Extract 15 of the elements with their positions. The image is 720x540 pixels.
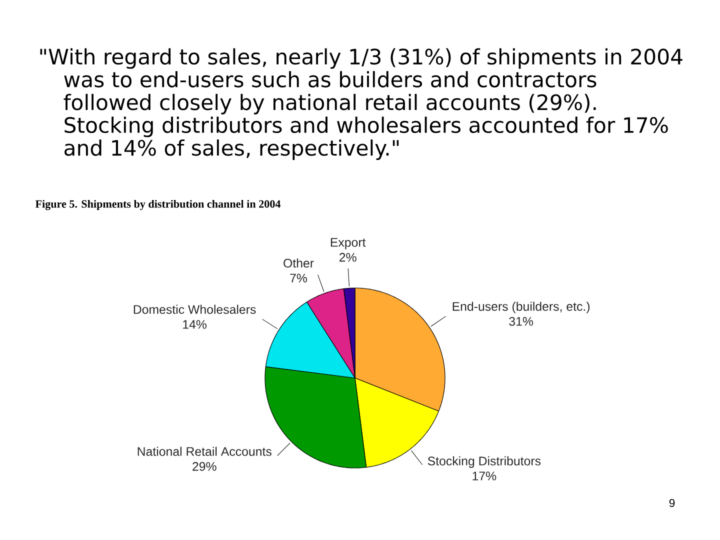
slice-label: Export (330, 238, 366, 250)
slice-label: Domestic Wholesalers (134, 304, 256, 314)
slice-label: National Retail Accounts (138, 446, 272, 456)
chart-title: Figure 5. Shipments by distribution channel in 2004 (35, 200, 281, 210)
data-label: 2% (340, 252, 356, 262)
data-label: 14% (183, 320, 207, 329)
slice-label: End-users (builders, etc.) (452, 302, 590, 314)
text: 9 (669, 498, 675, 508)
slice-label: Other (284, 258, 314, 268)
data-label: 31% (509, 317, 534, 326)
text: "With regard to sales, nearly 1/3 (31%) of shipments in 2004 was to end-users such as builders and contractors followed closely by national retail accounts (29%). Stocking distributors and wholesalers accounted for 17% and 14% of sales, respectively." (40, 48, 682, 160)
slice-label: Stocking Distributors (428, 456, 541, 468)
data-label: 17% (472, 472, 496, 480)
data-label: 29% (192, 462, 216, 471)
data-label: 7% (290, 274, 308, 282)
